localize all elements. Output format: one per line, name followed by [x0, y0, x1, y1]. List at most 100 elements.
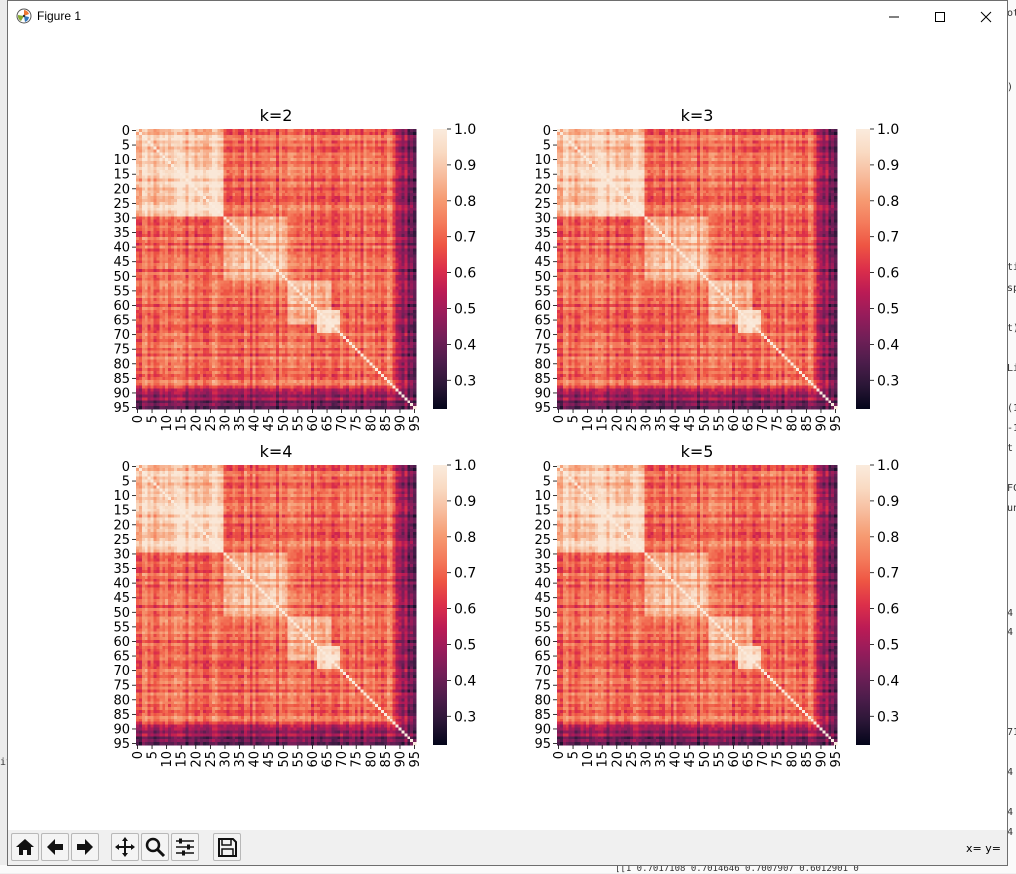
- heatmap-cell: [177, 214, 180, 217]
- heatmap-cell: [361, 211, 364, 214]
- heatmap-cell: [305, 132, 308, 135]
- heatmap-cell: [288, 187, 291, 190]
- heatmap-cell: [229, 141, 232, 144]
- heatmap-cell: [401, 135, 404, 138]
- heatmap-cell: [171, 138, 174, 141]
- heatmap-cell: [221, 184, 224, 187]
- heatmap-cell: [148, 144, 151, 147]
- heatmap-cell: [314, 135, 317, 138]
- heatmap-cell: [168, 202, 171, 205]
- heatmap-cell: [364, 211, 367, 214]
- heatmap-cell: [235, 199, 238, 202]
- heatmap-cell: [390, 193, 393, 196]
- heatmap-cell: [154, 217, 157, 220]
- close-button[interactable]: [963, 1, 1009, 32]
- heatmap-cell: [177, 184, 180, 187]
- heatmap-cell: [200, 184, 203, 187]
- heatmap-cell: [323, 176, 326, 179]
- heatmap-cell: [221, 187, 224, 190]
- heatmap-cell: [139, 138, 142, 141]
- heatmap-cell: [206, 129, 209, 132]
- heatmap-cell: [393, 158, 396, 161]
- heatmap-cell: [253, 205, 256, 208]
- heatmap-cell: [159, 205, 162, 208]
- heatmap-cell: [273, 158, 276, 161]
- heatmap-cell: [148, 152, 151, 155]
- heatmap-cell: [203, 147, 206, 150]
- heatmap-cell: [171, 187, 174, 190]
- heatmap-cell: [387, 164, 390, 167]
- heatmap-cell: [311, 152, 314, 155]
- heatmap-cell: [381, 132, 384, 135]
- heatmap-cell: [235, 184, 238, 187]
- heatmap-cell: [224, 129, 227, 132]
- minimize-button[interactable]: [871, 1, 917, 32]
- heatmap-cell: [270, 147, 273, 150]
- heatmap-cell: [358, 164, 361, 167]
- heatmap-cell: [186, 184, 189, 187]
- heatmap-cell: [390, 149, 393, 152]
- heatmap-cell: [399, 138, 402, 141]
- heatmap-cell: [232, 155, 235, 158]
- heatmap-cell: [361, 176, 364, 179]
- heatmap-cell: [238, 141, 241, 144]
- heatmap-cell: [241, 132, 244, 135]
- heatmap-cell: [191, 193, 194, 196]
- title-bar[interactable]: Figure 1: [8, 1, 1007, 32]
- heatmap-cell: [145, 147, 148, 150]
- heatmap-cell: [194, 164, 197, 167]
- heatmap-cell: [168, 182, 171, 185]
- heatmap-cell: [200, 217, 203, 220]
- heatmap-cell: [174, 222, 177, 225]
- heatmap-cell: [279, 193, 282, 196]
- heatmap-cell: [337, 141, 340, 144]
- heatmap-cell: [291, 158, 294, 161]
- heatmap-cell: [151, 141, 154, 144]
- heatmap-cell: [189, 196, 192, 199]
- heatmap-cell: [291, 205, 294, 208]
- heatmap-cell: [291, 170, 294, 173]
- heatmap-cell: [378, 217, 381, 220]
- heatmap-cell: [171, 141, 174, 144]
- heatmap-cell: [279, 196, 282, 199]
- heatmap-cell: [156, 217, 159, 220]
- heatmap-cell: [337, 170, 340, 173]
- heatmap-cell: [288, 211, 291, 214]
- heatmap-cell: [145, 161, 148, 164]
- heatmap-cell: [162, 211, 165, 214]
- heatmap-cell: [142, 205, 145, 208]
- heatmap-cell: [352, 211, 355, 214]
- heatmap-cell: [349, 187, 352, 190]
- heatmap-cell: [256, 164, 259, 167]
- heatmap-cell: [390, 152, 393, 155]
- heatmap-cell: [276, 170, 279, 173]
- heatmap-cell: [139, 144, 142, 147]
- heatmap-cell: [261, 164, 264, 167]
- heatmap-cell: [331, 190, 334, 193]
- heatmap-cell: [366, 170, 369, 173]
- heatmap-cell: [229, 205, 232, 208]
- maximize-button[interactable]: [917, 1, 963, 32]
- heatmap-cell: [291, 173, 294, 176]
- heatmap-cell: [288, 144, 291, 147]
- heatmap-cell: [250, 141, 253, 144]
- heatmap-cell: [197, 167, 200, 170]
- heatmap-cell: [154, 149, 157, 152]
- heatmap-cell: [331, 158, 334, 161]
- heatmap-cell: [288, 158, 291, 161]
- heatmap-cell: [151, 152, 154, 155]
- heatmap-cell: [183, 196, 186, 199]
- heatmap-cell: [162, 217, 165, 220]
- heatmap-cell: [221, 155, 224, 158]
- heatmap-cell: [221, 182, 224, 185]
- heatmap-cell: [311, 173, 314, 176]
- heatmap-cell: [218, 167, 221, 170]
- heatmap-cell: [346, 173, 349, 176]
- heatmap-cell: [276, 132, 279, 135]
- heatmap-cell: [355, 208, 358, 211]
- heatmap-cell: [372, 141, 375, 144]
- heatmap-cell: [273, 190, 276, 193]
- heatmap-cell: [346, 149, 349, 152]
- heatmap-cell: [358, 167, 361, 170]
